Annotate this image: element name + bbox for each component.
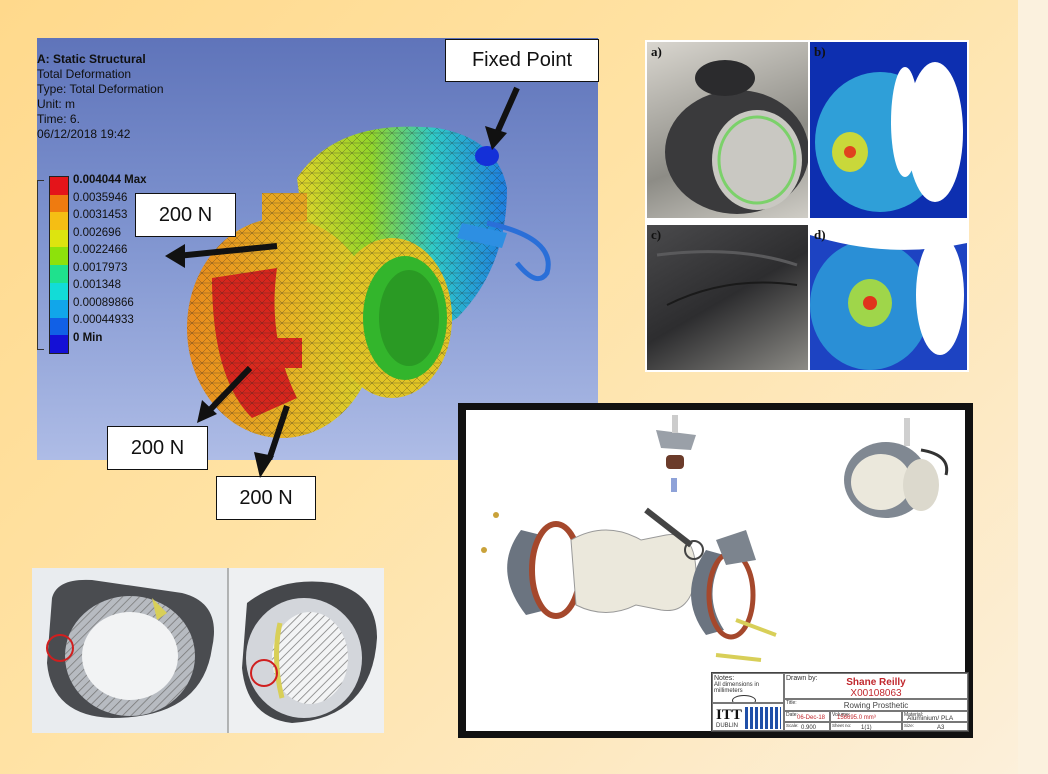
legend-color-bar bbox=[49, 176, 69, 354]
material-value: Aluminium/ PLA bbox=[907, 715, 954, 722]
date-cell: Date: 06-Dec-18 bbox=[784, 711, 830, 722]
legend-swatch bbox=[50, 335, 68, 353]
ansys-unit: Unit: m bbox=[37, 97, 76, 111]
volume-cell: Volume: 156695.0 mm³ bbox=[830, 711, 902, 722]
legend-label: 0.001348 bbox=[73, 279, 121, 291]
photo-a-printed-part: a) bbox=[647, 42, 808, 218]
photo-b-label: b) bbox=[814, 44, 826, 59]
itt-logo-text: ITT bbox=[716, 707, 742, 723]
photo-d-label: d) bbox=[814, 227, 826, 242]
sheet-value: 1(1) bbox=[861, 725, 872, 731]
drawing-title-block: Notes: All dimensions in millimeters ITT… bbox=[711, 672, 969, 732]
legend-label: 0.0035946 bbox=[73, 191, 128, 204]
print-vs-fea-photo-grid: a) b) c) d) bbox=[645, 40, 969, 372]
legend-label: 0.002696 bbox=[73, 226, 121, 239]
legend-label: 0.00089866 bbox=[73, 296, 134, 309]
photo-a-label: a) bbox=[651, 44, 662, 59]
force-callout-bottom: 200 N bbox=[216, 476, 316, 520]
ansys-timestamp: 06/12/2018 19:42 bbox=[37, 127, 131, 141]
material-label: Material: bbox=[904, 712, 924, 718]
legend-label: 0.0017973 bbox=[73, 261, 128, 274]
drawn-by-label: Drawn by: bbox=[786, 675, 818, 682]
assembly-drawing-sheet: Notes: All dimensions in millimeters ITT… bbox=[458, 403, 973, 738]
force-arrow-bottom-head bbox=[254, 452, 274, 478]
photo-c-label: c) bbox=[651, 227, 662, 242]
logo-cell: ITT DUBLIN bbox=[712, 703, 784, 731]
legend-swatch bbox=[50, 212, 68, 230]
legend-label: 0.004044 Max bbox=[73, 174, 147, 186]
notes-text: All dimensions in millimeters bbox=[714, 682, 760, 694]
projection-symbol-icon bbox=[732, 695, 756, 702]
legend-label: 0 Min bbox=[73, 331, 103, 344]
fea-stress-b-image bbox=[810, 42, 967, 218]
fea-stress-d-image bbox=[810, 225, 967, 370]
ansys-deformation-panel: A: Static Structural Total Deformation T… bbox=[37, 38, 598, 460]
legend-swatch bbox=[50, 177, 68, 195]
legend-swatch bbox=[50, 194, 68, 213]
legend-swatch bbox=[50, 247, 68, 265]
material-cell: Material: Aluminium/ PLA bbox=[902, 711, 968, 722]
photo-b-fea-stress: b) bbox=[810, 42, 967, 218]
volume-label: Volume: bbox=[832, 712, 851, 718]
slide-right-strip bbox=[1018, 0, 1048, 774]
title-label: Title: bbox=[786, 700, 797, 706]
legend-swatch bbox=[50, 300, 68, 318]
legend-swatch bbox=[50, 265, 68, 283]
ansys-header: A: Static Structural Total Deformation T… bbox=[37, 52, 164, 142]
date-value: 06-Dec-18 bbox=[797, 715, 826, 721]
force-callout-top: 200 N bbox=[135, 193, 236, 237]
legend-bracket bbox=[37, 180, 44, 350]
title-cell: Title: Rowing Prosthetic bbox=[784, 699, 968, 711]
photo-c-printed-detail: c) bbox=[647, 225, 808, 370]
drawn-by-cell: Drawn by: Shane Reilly X00108063 bbox=[784, 673, 968, 699]
printed-part-a-image bbox=[665, 60, 808, 214]
ansys-result-name: Total Deformation bbox=[37, 67, 132, 81]
section-views bbox=[32, 568, 384, 733]
drawing-title: Rowing Prosthetic bbox=[843, 701, 909, 710]
fea-mesh-model bbox=[165, 86, 551, 460]
printed-part-c-image bbox=[656, 250, 798, 306]
date-label: Date: bbox=[786, 712, 798, 718]
legend-swatch bbox=[50, 229, 68, 248]
legend-label: 0.00044933 bbox=[73, 314, 134, 326]
scale-label: Scale: bbox=[786, 723, 799, 728]
section-view-panel bbox=[32, 568, 384, 733]
ansys-title: A: Static Structural bbox=[37, 52, 146, 66]
exploded-assembly-view bbox=[481, 415, 949, 662]
itt-logo-sub: DUBLIN bbox=[716, 723, 739, 729]
size-cell: Size: A3 bbox=[902, 722, 968, 731]
student-id: X00108063 bbox=[850, 688, 902, 699]
size-label: Size: bbox=[904, 723, 915, 728]
fixed-point-callout: Fixed Point bbox=[445, 39, 599, 82]
scale-cell: Scale: 0.900 bbox=[784, 722, 830, 731]
ansys-result-type: Type: Total Deformation bbox=[37, 82, 164, 96]
sheet-cell: Sheet no: 1(1) bbox=[830, 722, 902, 731]
photo-d-fea-detail: d) bbox=[810, 225, 967, 370]
scale-value: 0.900 bbox=[801, 725, 817, 731]
notes-label: Notes: bbox=[714, 675, 735, 682]
legend-swatch bbox=[50, 282, 68, 301]
author-name: Shane Reilly bbox=[846, 677, 906, 688]
drawing-canvas: Notes: All dimensions in millimeters ITT… bbox=[466, 410, 969, 732]
size-value: A3 bbox=[937, 725, 945, 731]
itt-logo-figures-icon bbox=[745, 707, 781, 729]
legend-label: 0.0031453 bbox=[73, 209, 128, 221]
legend-label: 0.0022466 bbox=[73, 244, 128, 256]
notes-cell: Notes: All dimensions in millimeters bbox=[712, 673, 784, 703]
volume-value: 156695.0 mm³ bbox=[837, 715, 876, 721]
legend-labels: 0.004044 Max 0.0035946 0.0031453 0.00269… bbox=[73, 172, 147, 347]
force-callout-left: 200 N bbox=[107, 426, 208, 470]
ansys-time: Time: 6. bbox=[37, 112, 80, 126]
legend-swatch bbox=[50, 317, 68, 336]
sheet-label: Sheet no: bbox=[832, 723, 852, 728]
